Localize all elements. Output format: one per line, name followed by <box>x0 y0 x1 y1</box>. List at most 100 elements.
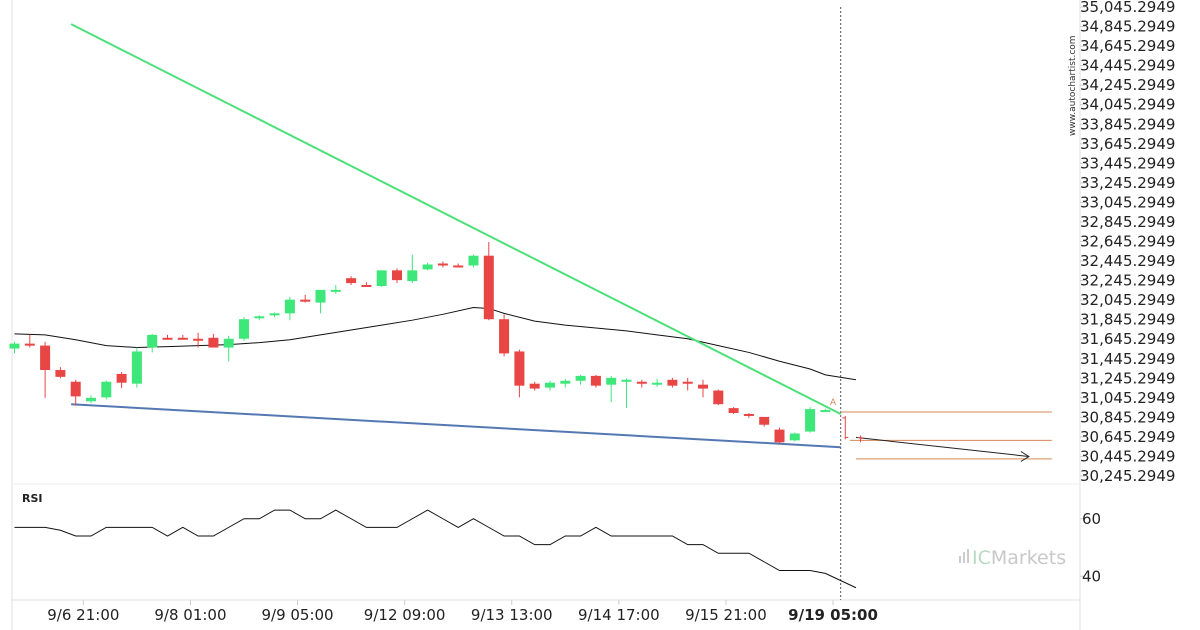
candle <box>193 332 204 348</box>
price-tick-label: 34,445.2949 <box>1080 57 1175 75</box>
candle <box>667 377 678 388</box>
candle <box>208 333 219 348</box>
candles-layer <box>9 242 864 444</box>
candle <box>223 335 234 362</box>
candle <box>453 263 464 268</box>
candle-body <box>606 377 617 385</box>
candle-body <box>652 382 663 385</box>
price-tick-label: 31,045.2949 <box>1080 389 1175 407</box>
candle-body <box>361 285 372 288</box>
candle-body <box>223 338 234 348</box>
candle-body <box>147 334 158 348</box>
time-tick-label: 9/15 21:00 <box>685 606 767 624</box>
candle <box>9 341 20 354</box>
candle <box>774 427 785 444</box>
price-tick-label: 34,845.2949 <box>1080 18 1175 36</box>
price-tick-label: 34,245.2949 <box>1080 76 1175 94</box>
candle <box>590 374 601 388</box>
candle <box>239 317 249 341</box>
candle-body <box>193 338 204 341</box>
rsi-label: RSI <box>22 492 43 505</box>
time-tick-label: 9/6 21:00 <box>47 606 119 624</box>
candle <box>392 268 402 284</box>
time-tick-label: 9/12 09:00 <box>364 606 446 624</box>
candle <box>284 296 295 321</box>
candle <box>55 367 66 379</box>
candle-body <box>177 337 188 340</box>
candle-body <box>9 343 20 349</box>
candle-body <box>820 410 831 413</box>
candle <box>820 409 831 413</box>
price-tick-label: 33,445.2949 <box>1080 154 1175 172</box>
candle-body <box>483 255 494 320</box>
candle-body <box>743 413 754 416</box>
rsi-line <box>14 509 857 589</box>
live-candle <box>842 415 849 440</box>
candle <box>376 270 387 287</box>
candle <box>621 378 632 409</box>
time-tick-label: 9/19 05:00 <box>788 606 878 624</box>
rsi-tick-label: 40 <box>1082 567 1101 585</box>
chart-frame <box>11 0 1081 630</box>
candle-body <box>422 264 433 270</box>
candle-body <box>330 289 341 292</box>
candle <box>422 262 433 271</box>
price-gridlines <box>1080 6 1085 477</box>
time-tick-label: 9/9 05:00 <box>261 606 333 624</box>
candle-body <box>529 383 540 389</box>
watermark-text: www.autochartist.com <box>1068 35 1078 136</box>
candle-body <box>514 351 525 386</box>
price-tick-label: 33,845.2949 <box>1080 115 1175 133</box>
candle <box>606 375 617 403</box>
candle-body <box>774 429 785 443</box>
candle-body <box>453 265 464 268</box>
price-tick-label: 32,245.2949 <box>1080 272 1175 290</box>
price-tick-label: 35,045.2949 <box>1080 0 1175 16</box>
brand-logo: ICMarkets <box>959 547 1066 569</box>
candle-body <box>682 381 693 384</box>
candle <box>177 334 188 340</box>
candle <box>529 381 540 391</box>
candle <box>499 314 510 357</box>
candle-body <box>713 390 724 405</box>
candle-body <box>376 270 387 286</box>
candle-body <box>254 316 265 319</box>
candle <box>101 380 112 400</box>
candle-body <box>759 416 770 425</box>
pattern-point-label: A <box>830 398 837 408</box>
price-tick-label: 31,445.2949 <box>1080 350 1175 368</box>
candle-body <box>116 373 127 383</box>
brand-prefix: IC <box>972 547 991 569</box>
price-tick-label: 32,445.2949 <box>1080 252 1175 270</box>
price-tick-label: 32,645.2949 <box>1080 233 1175 251</box>
candle <box>698 379 708 398</box>
candle-body <box>40 345 51 371</box>
candle <box>40 341 51 398</box>
candle-body <box>499 319 510 354</box>
candle <box>330 285 341 294</box>
time-axis: 9/6 21:00 9/8 01:00 9/9 05:00 9/12 09:00 9/1… <box>47 600 878 624</box>
candle <box>407 254 418 284</box>
candle <box>162 334 173 340</box>
candle <box>86 395 96 404</box>
candle <box>483 242 494 321</box>
candle <box>468 254 479 268</box>
candle-body <box>284 299 295 314</box>
candle <box>575 374 586 385</box>
candle-body <box>545 382 555 388</box>
candle-body <box>208 337 219 348</box>
candle <box>346 276 357 286</box>
rsi-tick-label: 60 <box>1082 510 1101 528</box>
candle-body <box>24 343 35 346</box>
candle <box>713 389 724 406</box>
svg-text:ICMarkets: ICMarkets <box>972 547 1066 569</box>
candle-body <box>590 375 601 386</box>
candle-body <box>239 319 249 339</box>
price-tick-label: 31,245.2949 <box>1080 369 1175 387</box>
candle-body <box>728 408 739 414</box>
price-tick-label: 33,245.2949 <box>1080 174 1175 192</box>
candle <box>254 315 265 321</box>
moving-average-line <box>14 306 857 381</box>
